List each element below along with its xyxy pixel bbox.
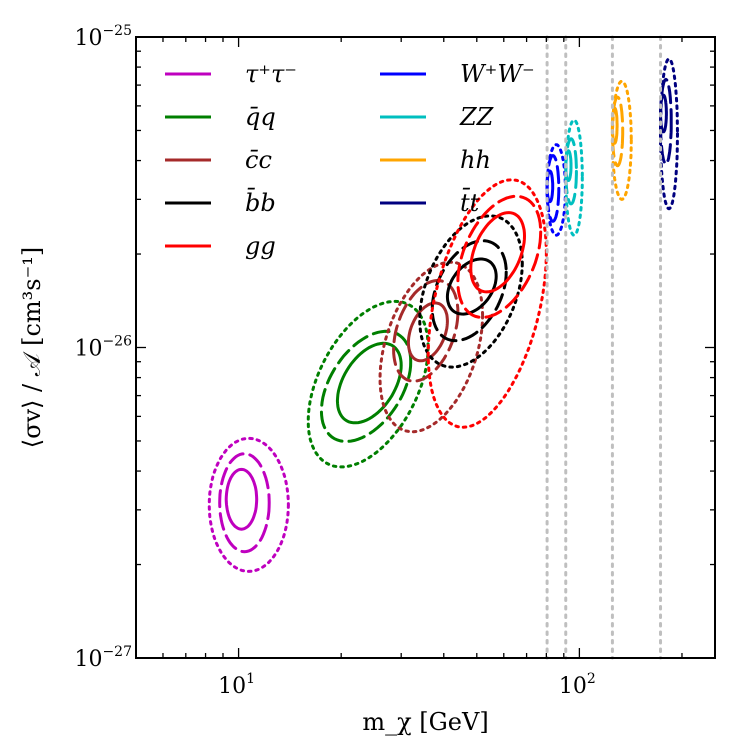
plot-frame: [135, 36, 716, 659]
legend-label-cc: c̄c: [245, 146, 272, 174]
legend-label-gg: gg: [245, 232, 276, 260]
contour-qq-dotted: [306, 299, 430, 469]
contour-gg-dashed: [456, 194, 543, 320]
x-tick-label: 102: [559, 671, 596, 699]
y-tick-label: 10−27: [74, 644, 132, 672]
legend-label-WW: W⁺W⁻: [460, 60, 535, 88]
y-tick-label: 10−26: [74, 334, 132, 362]
contour-cc-dashed: [392, 278, 460, 383]
contour-tau-solid: [224, 467, 259, 531]
contour-ZZ-dashed: [564, 137, 578, 206]
legend-label-bb: b̄b: [245, 188, 276, 217]
contour-tau-dashed: [218, 452, 271, 554]
x-tick-label: 101: [218, 671, 255, 699]
contour-bb-solid: [445, 257, 498, 316]
y-axis-label: ⟨σv⟩ / 𝒜 [cm³s⁻¹]: [18, 247, 46, 449]
legend-label-qq: q̄q: [245, 103, 276, 131]
legend-label-tt: t̄t: [460, 188, 480, 217]
contour-gg-dotted: [426, 178, 548, 429]
contour-tt-dotted: [659, 57, 680, 211]
threshold-lines: [545, 35, 663, 660]
contour-tau-dotted: [207, 436, 290, 573]
contour-layer: [207, 57, 680, 573]
contour-WW-dotted: [545, 143, 567, 237]
legend-label-ZZ: ZZ: [459, 103, 495, 131]
legend-label-hh: hh: [460, 146, 491, 174]
contour-gg-solid: [469, 211, 527, 294]
contour-tt-dashed: [659, 77, 673, 166]
contour-cc-solid: [406, 301, 449, 363]
legend-label-tau: τ⁺τ⁻: [245, 60, 297, 88]
y-tick-label: 10−25: [74, 23, 132, 51]
x-axis-label: m_χ [GeV]: [362, 708, 488, 736]
contour-cc-dotted: [378, 260, 485, 434]
legend: τ⁺τ⁻ q̄q c̄c b̄b gg W⁺W⁻ ZZ hh t̄t: [165, 60, 535, 260]
tick-labels: 101 102 10−27 10−26 10−25: [74, 23, 595, 699]
contour-bb-dashed: [430, 239, 508, 343]
axis-ticks: [135, 36, 715, 659]
contour-ZZ-dotted: [564, 118, 584, 237]
